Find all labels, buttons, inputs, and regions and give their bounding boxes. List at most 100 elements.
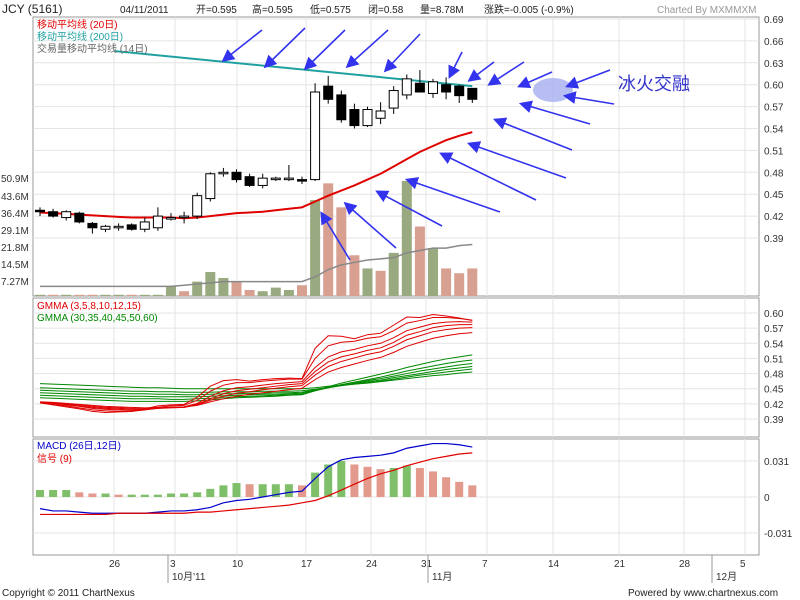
price-tick-label: 0.57 — [764, 103, 784, 114]
candle-body — [270, 177, 281, 181]
macd-histogram-bar — [468, 485, 477, 497]
x-tick-label: 5 — [740, 559, 746, 570]
macd-histogram-bar — [284, 484, 293, 497]
gmma-short-line — [39, 317, 473, 412]
volume-tick-label: 50.9M — [1, 174, 29, 185]
price-tick-label: 0.63 — [764, 59, 784, 70]
volume-bar — [179, 291, 190, 296]
macd-histogram-bar — [350, 464, 359, 497]
volume-tick-label: 29.1M — [1, 226, 29, 237]
gmma-tick-label: 0.45 — [764, 385, 784, 396]
volume-bar — [244, 290, 255, 296]
volume-bar — [349, 255, 360, 296]
header-date: 04/11/2011 — [120, 5, 169, 16]
annotation-text: 冰火交融 — [618, 74, 690, 95]
volume-ma-line — [40, 243, 473, 288]
volume-bar — [152, 294, 163, 296]
candle-body — [375, 110, 386, 119]
price-tick-label: 0.60 — [764, 81, 784, 92]
volume-bar — [100, 294, 111, 296]
month-label: 12月 — [716, 571, 737, 583]
candle-body — [192, 195, 203, 217]
annotation-arrow — [517, 71, 553, 89]
annotation-arrow — [404, 177, 501, 213]
macd-histogram-bar — [429, 471, 437, 497]
macd-histogram-bar — [363, 466, 372, 497]
macd-histogram-bar — [402, 465, 411, 497]
footer-powered: Powered by www.chartnexus.com — [628, 588, 778, 599]
volume-bar — [257, 291, 268, 296]
annotation-arrow — [439, 152, 537, 201]
candle-body — [48, 211, 59, 217]
gmma-tick-label: 0.60 — [764, 309, 784, 320]
volume-bar — [166, 286, 176, 296]
volume-bar — [428, 248, 438, 296]
volume-bar — [192, 281, 203, 296]
candle-body — [362, 109, 373, 127]
stock-symbol: JCY (5161) — [2, 2, 62, 16]
volume-tick-label: 21.8M — [1, 243, 29, 254]
candle-body — [401, 78, 412, 96]
price-tick-label: 0.51 — [764, 146, 784, 157]
candle-body — [297, 179, 307, 182]
macd-histogram-bar — [245, 484, 254, 497]
x-tick-label: 14 — [548, 559, 560, 570]
macd-histogram-bar — [180, 493, 189, 497]
volume-bar — [231, 281, 242, 296]
candle-body — [244, 176, 255, 186]
volume-bar — [375, 270, 386, 296]
macd-histogram-bar — [206, 488, 215, 497]
legend-signal: 信号 (9) — [37, 453, 72, 465]
header-close: 闭=0.58 — [368, 3, 404, 16]
volume-tick-label: 14.5M — [1, 260, 29, 271]
annotation-arrow — [263, 27, 306, 69]
volume-bar — [61, 294, 72, 296]
x-tick-label: 26 — [109, 559, 121, 570]
candle-body — [467, 87, 478, 100]
annotation-arrow — [467, 61, 495, 82]
header-open: 开=0.595 — [196, 5, 237, 16]
volume-bar — [74, 294, 85, 296]
annotation-arrow — [383, 33, 421, 73]
candle-body — [166, 217, 176, 220]
annotation-arrow — [320, 211, 351, 261]
candle-body — [113, 225, 124, 229]
macd-histogram-bar — [75, 492, 84, 497]
price-tick-label: 0.45 — [764, 190, 784, 201]
volume-bar — [87, 294, 98, 296]
volume-bar — [454, 273, 465, 296]
x-tick-label: 28 — [679, 559, 691, 570]
volume-tick-label: 7.27M — [1, 277, 29, 288]
x-tick-label: 10 — [232, 559, 244, 570]
header-bar: JCY (5161) 04/11/2011 开=0.595 高=0.595 低=… — [2, 2, 756, 16]
macd-histogram-bar — [337, 461, 346, 497]
candle-body — [61, 211, 72, 219]
candle-body — [336, 94, 347, 121]
legend-ma20: 移动平均线 (20日) — [37, 18, 118, 31]
ma20-line — [39, 131, 473, 220]
price-tick-label: 0.39 — [764, 234, 784, 245]
candle-body — [349, 109, 360, 127]
gmma-tick-label: 0.42 — [764, 400, 784, 411]
legend-gmma-short: GMMA (3,5,8,10,12,15) — [37, 301, 141, 312]
macd-histogram-bar — [62, 490, 71, 497]
annotation-arrow — [343, 201, 397, 249]
macd-histogram-bar — [389, 467, 398, 497]
macd-histogram-bar — [88, 493, 97, 497]
candle-body — [231, 171, 242, 181]
gmma-short-line — [39, 324, 473, 410]
gmma-short-line — [39, 332, 473, 409]
volume-bar — [467, 268, 478, 296]
header-low: 低=0.575 — [310, 3, 351, 16]
macd-histogram-bar — [442, 477, 451, 497]
gmma-panel-frame — [32, 297, 760, 438]
volume-bar — [218, 278, 229, 296]
annotation-arrow — [375, 190, 443, 227]
gmma-tick-label: 0.39 — [764, 415, 784, 426]
macd-histogram-bar — [415, 467, 424, 497]
annotation-arrow — [448, 51, 463, 79]
macd-histogram-bar — [311, 472, 320, 497]
candle-body — [414, 82, 425, 93]
annotation-arrow — [487, 61, 525, 86]
